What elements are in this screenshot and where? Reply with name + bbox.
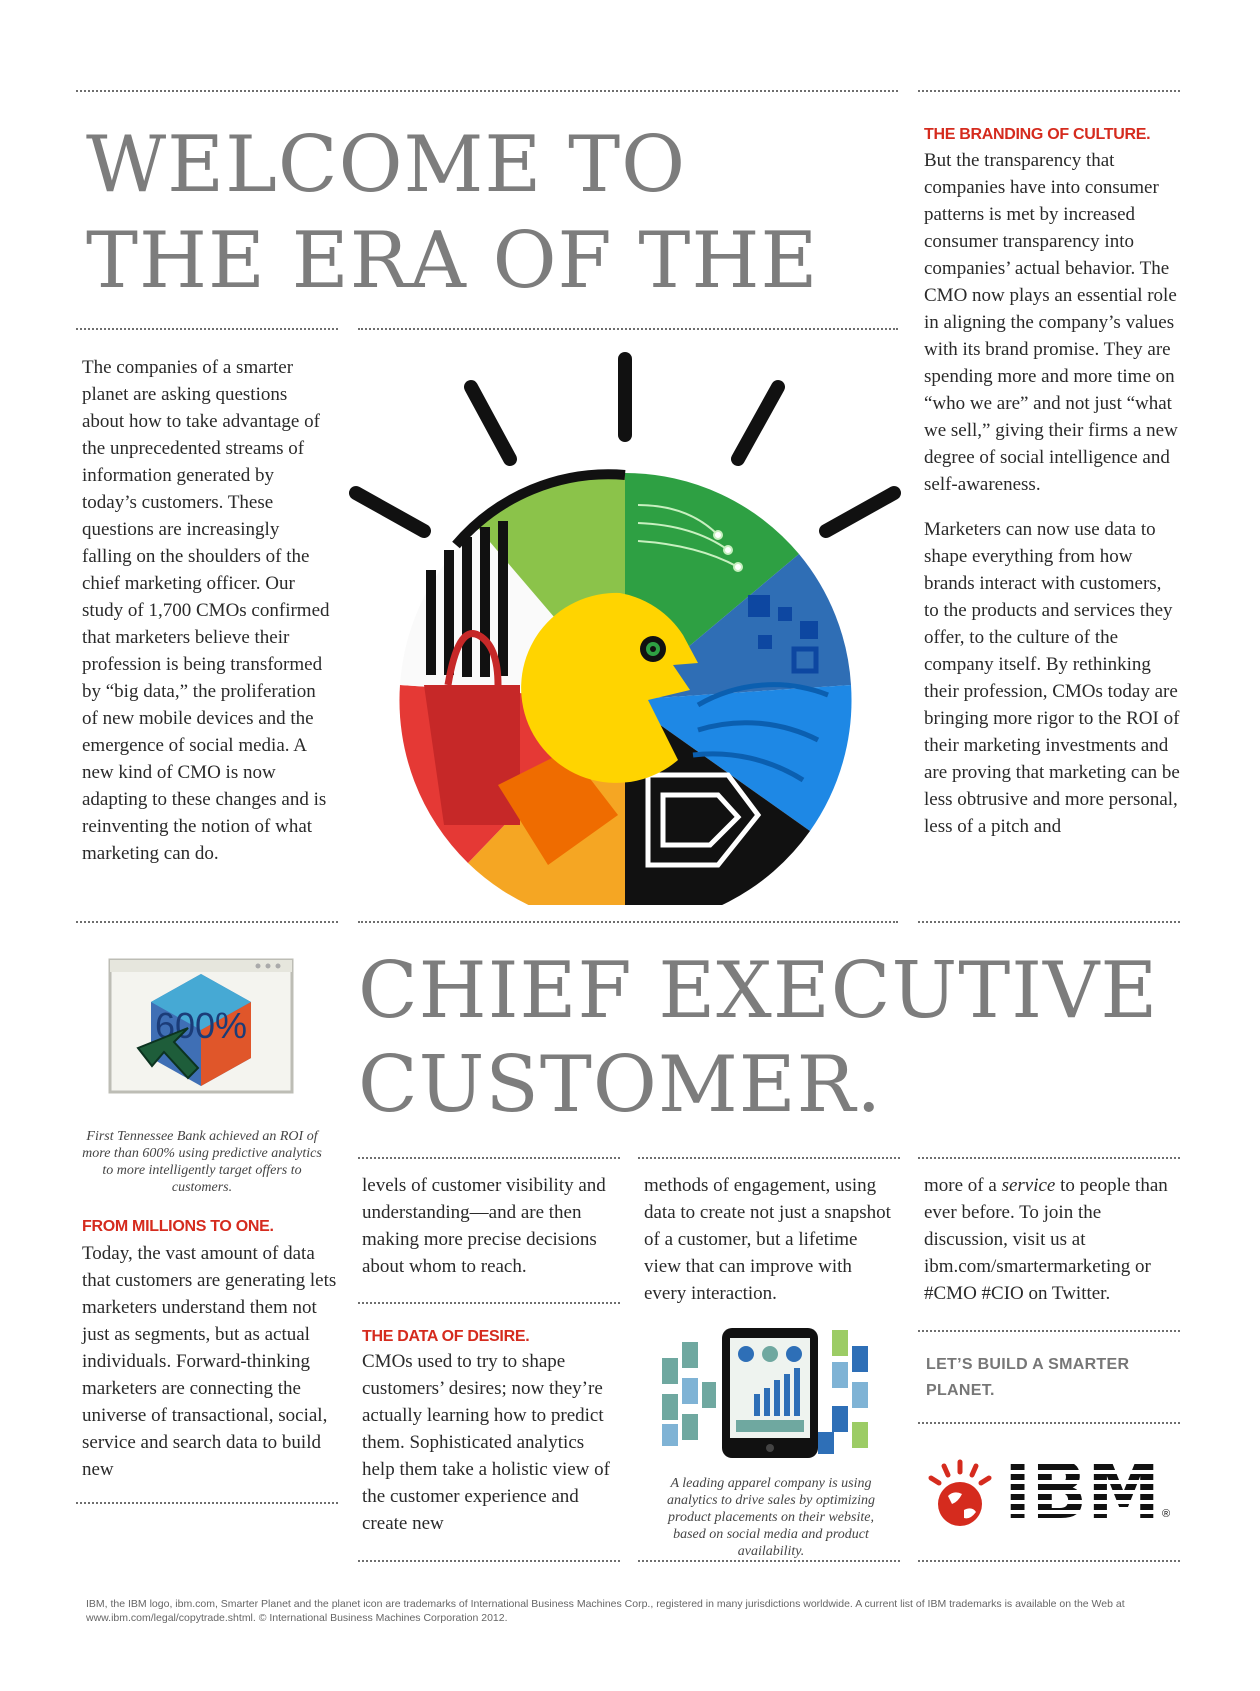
divider	[76, 1502, 338, 1504]
shopping-bag	[424, 630, 520, 825]
smarter-planet-face-wheel-illustration	[349, 352, 901, 905]
bank-caption: First Tennessee Bank achieved an ROI of …	[82, 1129, 322, 1195]
divider	[918, 90, 1180, 92]
circuit-lines	[637, 504, 743, 572]
branding-paragraph-2: Marketers can now use data to shape ever…	[924, 519, 1180, 837]
divider	[918, 1560, 1180, 1562]
sun-rays	[349, 352, 901, 538]
divider	[358, 921, 898, 923]
divider	[918, 1157, 1180, 1159]
col4-paragraph: more of a service to people than ever be…	[924, 1175, 1168, 1304]
service-emphasis: service	[1001, 1175, 1056, 1196]
smarter-planet-globe-icon	[928, 1459, 992, 1526]
cta-line1: LET’S BUILD A SMARTER	[926, 1356, 1130, 1373]
headline-top-line2: THE ERA OF THE	[86, 216, 819, 306]
headline-bottom-line2: CUSTOMER.	[358, 1040, 883, 1130]
divider	[358, 1157, 620, 1159]
ibm-logo-text: IBM	[1004, 1454, 1160, 1526]
ibm-logo: IBM ®	[1004, 1454, 1172, 1526]
divider	[638, 1560, 900, 1562]
footer-line2: www.ibm.com/legal/copytrade.shtml. © Int…	[86, 1612, 508, 1624]
headline-bottom-line1: CHIEF EXECUTIVE	[358, 946, 1159, 1036]
blue-lines	[692, 682, 829, 783]
desire-heading: THE DATA OF DESIRE.	[362, 1328, 530, 1345]
intro-paragraph: The companies of a smarter planet are as…	[82, 357, 330, 864]
millions-paragraph: Today, the vast amount of data that cust…	[82, 1243, 337, 1480]
divider	[76, 90, 898, 92]
branding-paragraph-1: But the transparency that companies have…	[924, 150, 1178, 495]
divider	[358, 1560, 620, 1562]
footer-line1: IBM, the IBM logo, ibm.com, Smarter Plan…	[86, 1598, 1125, 1610]
maze-pattern	[645, 772, 762, 868]
divider	[76, 921, 338, 923]
divider	[918, 921, 1180, 923]
divider	[918, 1330, 1180, 1332]
divider	[76, 328, 338, 330]
barcode-stripes	[426, 521, 508, 677]
millions-heading: FROM MILLIONS TO ONE.	[82, 1218, 274, 1235]
qr-pattern	[748, 595, 819, 674]
apparel-caption: A leading apparel company is using analy…	[666, 1476, 876, 1559]
branding-heading: THE BRANDING OF CULTURE.	[924, 126, 1151, 143]
tablet-analytics-with-price-tags-icon	[662, 1328, 868, 1458]
headline-top-line1: WELCOME TO	[86, 120, 687, 210]
col2-paragraph: levels of customer visibility and unders…	[362, 1175, 606, 1277]
price-tag	[498, 750, 618, 865]
col3-paragraph: methods of engagement, using data to cre…	[644, 1175, 891, 1304]
percentage-cube-with-cursor-icon: 600%	[108, 958, 294, 1094]
divider	[358, 1302, 620, 1304]
divider	[358, 328, 898, 330]
divider	[918, 1422, 1180, 1424]
registered-mark: ®	[1162, 1508, 1171, 1520]
desire-paragraph: CMOs used to try to shape customers’ des…	[362, 1351, 610, 1534]
cta-line2: PLANET.	[926, 1382, 995, 1399]
divider	[638, 1157, 900, 1159]
